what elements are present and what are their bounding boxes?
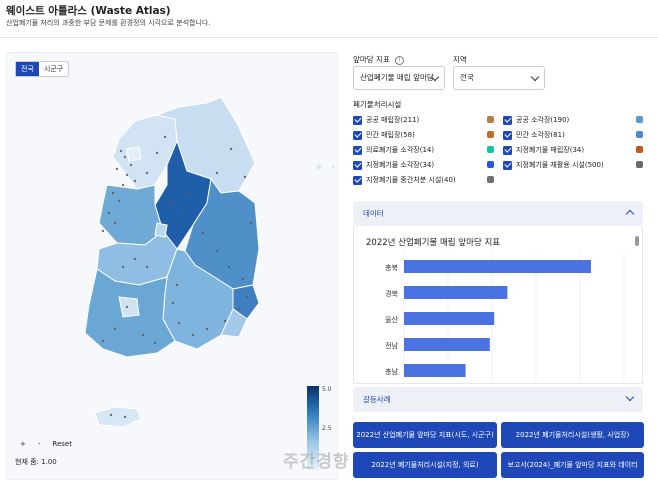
facility-checkbox-label: 공공 소각장(190) [516, 116, 570, 124]
region-select[interactable]: 전국 [453, 66, 545, 90]
map-region-chungnam [98, 184, 164, 246]
index-select-value: 산업폐기물 매립 앞마당 [360, 73, 434, 82]
checkbox-checked-icon[interactable] [353, 115, 362, 125]
conflict-panel-header[interactable]: 갈등사례 [353, 387, 643, 412]
facility-color-swatch [487, 146, 494, 153]
region-select-value: 전국 [460, 73, 474, 82]
facility-checkbox-label: 민간 소각장(81) [516, 131, 565, 139]
facility-checkbox-label: 공공 매립장(211) [366, 116, 420, 124]
map-region-seoul [126, 146, 142, 162]
facility-checkbox[interactable]: 공공 매립장(211) [353, 115, 419, 125]
chart-category-label: 충북 [385, 263, 398, 272]
facility-color-swatch [636, 161, 643, 168]
info-icon[interactable]: ! [394, 55, 404, 65]
facility-checkbox-label: 의료폐기물 소각장(14) [366, 146, 435, 154]
map-region-ulleung [316, 164, 322, 170]
facility-checkbox-label: 지정폐기물 재활용 시설(500) [516, 161, 604, 169]
map-region-daejeon [154, 222, 168, 238]
map-region-gwangju [118, 296, 140, 318]
facility-checkbox[interactable]: 지정폐기물 매립장(34) [503, 145, 584, 155]
facility-color-swatch [487, 131, 494, 138]
facility-color-swatch [636, 146, 643, 153]
facility-checkbox[interactable]: 공공 소각장(190) [503, 115, 569, 125]
korea-choropleth-map[interactable] [7, 53, 339, 481]
checkbox-checked-icon[interactable] [503, 145, 512, 155]
map-region-dokdo [331, 165, 335, 169]
download-facility-designated-button[interactable]: 2022년 폐기물처리시설(지정, 의료) [353, 452, 497, 478]
chart-bar[interactable] [404, 364, 466, 377]
zoom-in-button[interactable]: + [20, 440, 26, 448]
index-label: 앞마당 지표! [353, 54, 404, 65]
facility-checkbox-label: 지정폐기물 매립장(34) [516, 146, 585, 154]
chart-category-label: 충남 [385, 367, 398, 376]
facility-checkbox-label: 민간 매립장(58) [366, 131, 415, 139]
facility-checkbox[interactable]: 민간 소각장(81) [503, 130, 565, 140]
download-index-button[interactable]: 2022년 산업폐기물 앞마당 지표(시도, 시군구) [353, 422, 497, 448]
chart-bar[interactable] [404, 260, 591, 273]
data-panel-header[interactable]: 데이터 [353, 201, 643, 226]
checkbox-checked-icon[interactable] [503, 160, 512, 170]
chart-category-label: 울산 [385, 315, 398, 324]
region-label: 지역 [453, 55, 467, 64]
zoom-controls: + - Reset [17, 439, 75, 449]
facility-checkbox[interactable]: 의료폐기물 소각장(14) [353, 145, 434, 155]
checkbox-checked-icon[interactable] [353, 175, 362, 185]
data-panel-label: 데이터 [363, 209, 384, 218]
reset-button[interactable]: Reset [52, 440, 72, 448]
chart-category-label: 경북 [385, 289, 398, 298]
scrollbar-track[interactable] [635, 232, 639, 380]
page-header: 웨이스트 아틀라스 (Waste Atlas) 산업폐기물 처리의 과중한 부담… [0, 0, 658, 38]
watermark: 주간경향 [283, 452, 350, 472]
facility-checkbox-label: 지정폐기물 중간처분 시설(40) [366, 176, 456, 184]
conflict-panel-label: 갈등사례 [363, 395, 391, 404]
facility-color-swatch [487, 116, 494, 123]
zoom-level-readout: 현재 줌: 1.00 [15, 458, 57, 466]
facility-markers [101, 135, 253, 419]
facilities-label: 폐기물처리시설 [353, 100, 402, 109]
toggle-sigungu[interactable]: 시군구 [43, 65, 64, 73]
page-title: 웨이스트 아틀라스 (Waste Atlas) [6, 5, 171, 17]
page-subtitle: 산업폐기물 처리의 과중한 부담 문제를 환경정의 시각으로 분석합니다. [6, 19, 211, 27]
chart-bar[interactable] [404, 338, 490, 351]
facility-checkbox[interactable]: 지정폐기물 중간처분 시설(40) [353, 175, 456, 185]
chevron-down-icon [530, 72, 540, 82]
map-view-toggle: 전국 시군구 [15, 61, 70, 77]
zoom-out-button[interactable]: - [37, 440, 41, 448]
chart-title: 2022년 산업폐기물 매립 앞마당 지표 [366, 238, 501, 248]
index-select[interactable]: 산업폐기물 매립 앞마당 [353, 66, 445, 90]
facility-checkbox-label: 지정폐기물 소각장(34) [366, 161, 435, 169]
color-legend-mid: 2.5 [322, 425, 332, 432]
download-facility-general-button[interactable]: 2022년 폐기물처리시설(생활, 사업장) [501, 422, 644, 448]
chart-category-label: 전남 [385, 341, 398, 350]
facility-color-swatch [487, 176, 494, 183]
facility-color-swatch [636, 131, 643, 138]
color-legend-bar [307, 386, 319, 470]
map-panel: 전국 시군구 5.0 2.5 + - Reset 현재 줌: 1.00 [6, 52, 338, 480]
chevron-down-icon [625, 392, 635, 402]
scrollbar-thumb[interactable] [635, 236, 639, 246]
facility-checkbox[interactable]: 민간 매립장(58) [353, 130, 415, 140]
checkbox-checked-icon[interactable] [503, 115, 512, 125]
map-region-busan [220, 308, 248, 338]
map-region-jeju [94, 406, 142, 428]
toggle-national[interactable]: 전국 [16, 62, 39, 76]
facility-checkbox[interactable]: 지정폐기물 소각장(34) [353, 160, 434, 170]
chart-bar[interactable] [404, 312, 495, 325]
checkbox-checked-icon[interactable] [503, 130, 512, 140]
color-legend-max: 5.0 [322, 386, 332, 393]
checkbox-checked-icon[interactable] [353, 160, 362, 170]
checkbox-checked-icon[interactable] [353, 145, 362, 155]
index-label-text: 앞마당 지표 [353, 55, 390, 64]
checkbox-checked-icon[interactable] [353, 130, 362, 140]
facility-checkbox[interactable]: 지정폐기물 재활용 시설(500) [503, 160, 604, 170]
chart-bar[interactable] [404, 286, 508, 299]
download-report-button[interactable]: 보고서(2024)_폐기물 앞마당 지표와 데이터 [501, 452, 644, 478]
chevron-up-icon [625, 209, 635, 219]
facility-color-swatch [636, 116, 643, 123]
facility-color-swatch [487, 161, 494, 168]
